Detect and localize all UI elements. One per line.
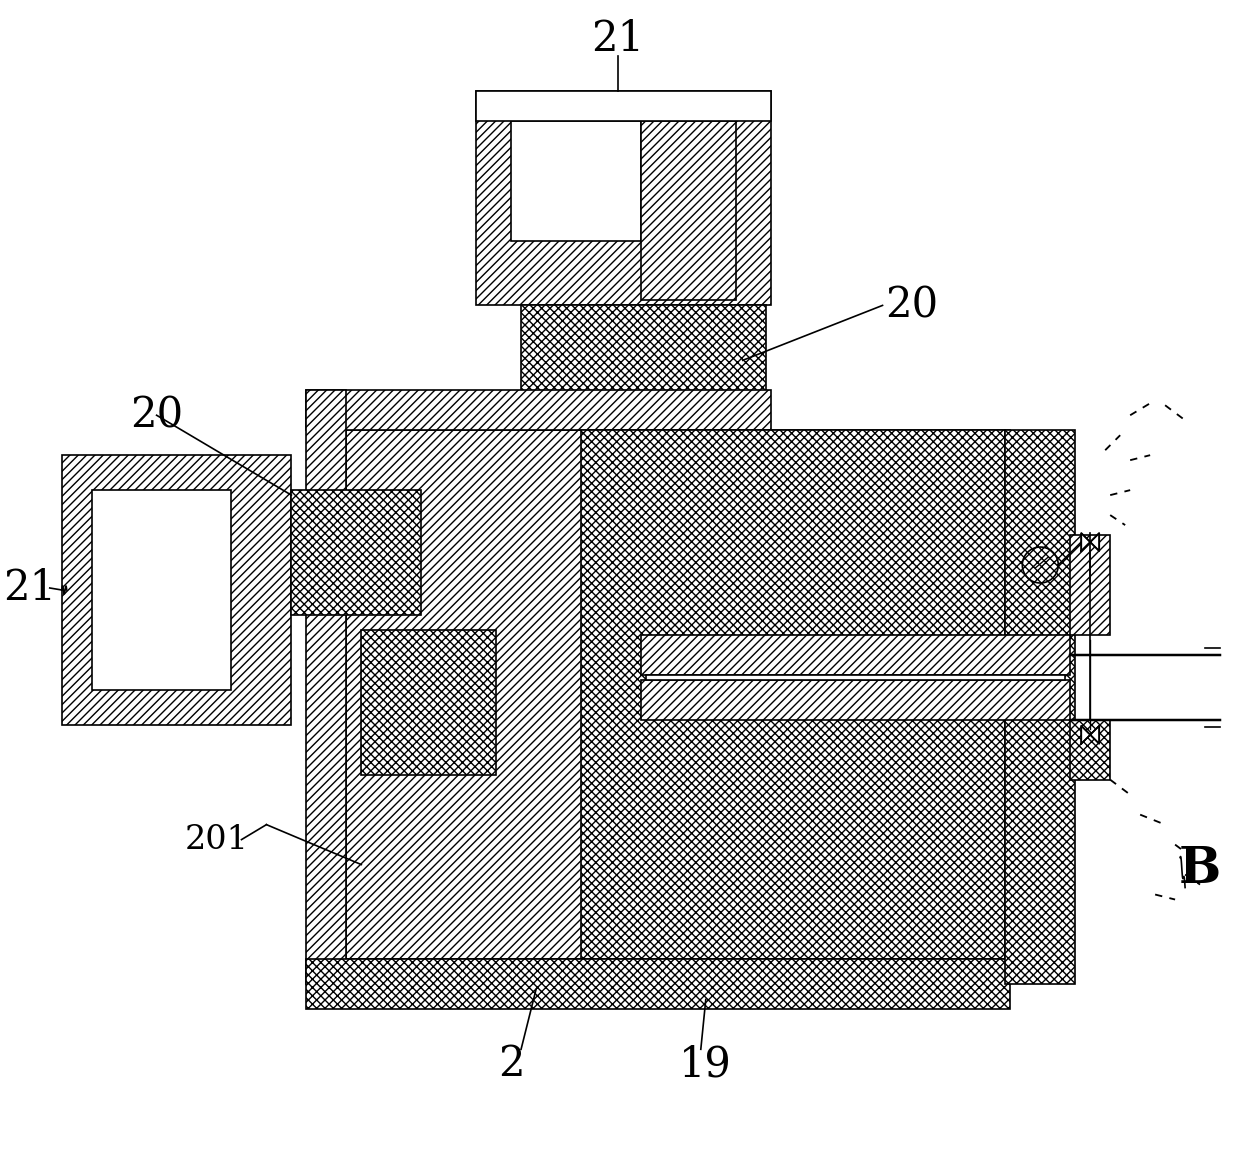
Bar [306, 390, 346, 984]
Bar [641, 635, 1070, 675]
Polygon shape [1081, 725, 1099, 744]
Bar [346, 430, 1011, 960]
Bar [511, 120, 641, 240]
Text: 21: 21 [4, 567, 56, 609]
Bar [92, 490, 232, 690]
Bar [361, 629, 496, 775]
Polygon shape [1081, 534, 1099, 551]
Bar [306, 960, 1011, 1009]
Bar [1006, 430, 1075, 984]
Bar [476, 91, 771, 305]
Bar [291, 490, 422, 614]
Text: 21: 21 [591, 17, 645, 60]
Bar [582, 430, 1006, 960]
Bar [476, 91, 771, 120]
Text: 2: 2 [497, 1043, 525, 1086]
Bar [641, 680, 1070, 720]
Text: 19: 19 [680, 1043, 732, 1086]
Bar [1070, 720, 1110, 780]
Text: B: B [1179, 845, 1221, 894]
Bar [1070, 535, 1110, 635]
Bar [92, 490, 232, 690]
Bar [306, 390, 771, 430]
Bar [521, 305, 766, 430]
Text: 20: 20 [885, 284, 939, 327]
Bar [641, 120, 735, 300]
Text: 20: 20 [130, 394, 184, 437]
Bar [62, 455, 291, 725]
Bar [646, 675, 1065, 680]
Text: 201: 201 [185, 824, 248, 856]
